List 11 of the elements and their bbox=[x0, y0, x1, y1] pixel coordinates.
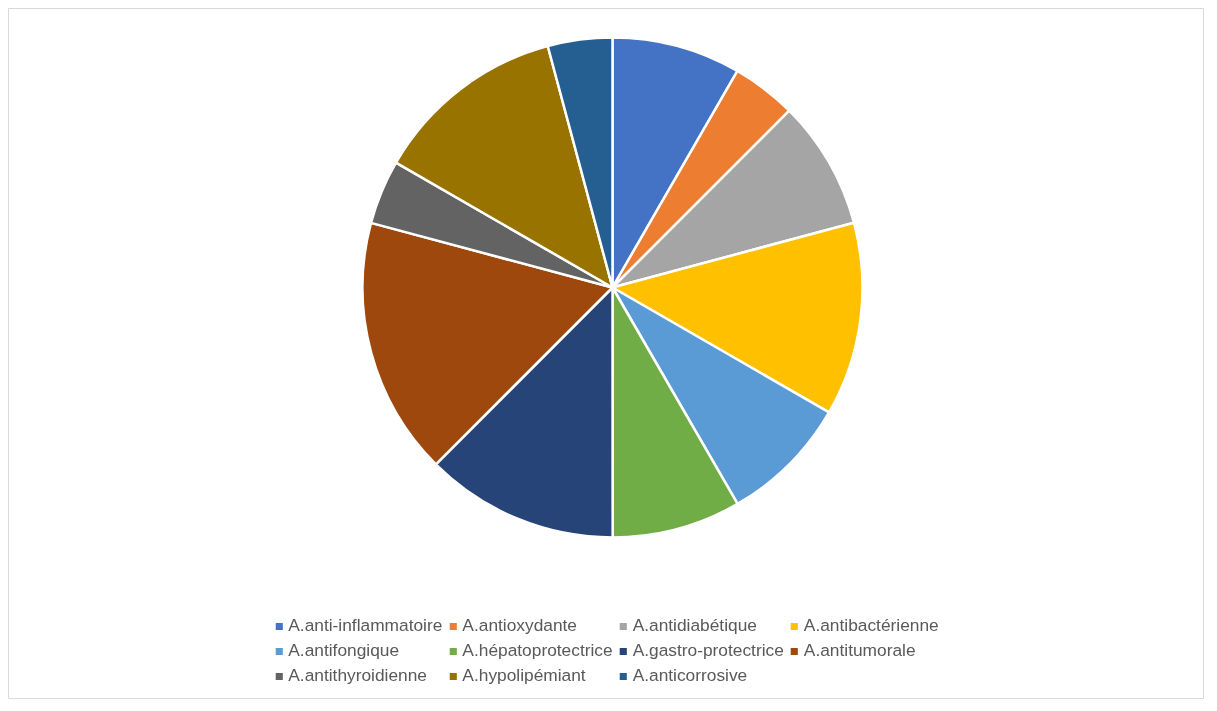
legend-label: A.hépatoprotectrice bbox=[462, 640, 613, 661]
legend-label: A.antidiabétique bbox=[632, 615, 757, 636]
legend-label: A.antitumorale bbox=[803, 640, 916, 661]
legend-label: A.antifongique bbox=[288, 640, 400, 661]
legend-label: A.antithyroidienne bbox=[288, 665, 427, 686]
legend-label: A.hypolipémiant bbox=[462, 665, 586, 686]
legend-label: A.antibactérienne bbox=[803, 615, 939, 636]
legend-label: A.anti-inflammatoire bbox=[288, 615, 443, 636]
legend-label: A.gastro-protectrice bbox=[632, 640, 784, 661]
legend-label: A.anticorrosive bbox=[632, 665, 748, 686]
legend-label: A.antioxydante bbox=[462, 615, 578, 636]
